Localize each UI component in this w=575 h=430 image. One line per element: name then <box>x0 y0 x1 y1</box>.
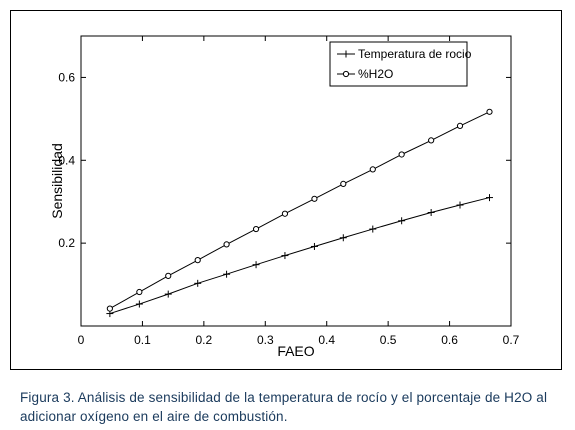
chart: 0 0.1 0.2 0.3 0.4 0.5 0.6 0.7 0.2 0.4 0.6 FAEO Se… <box>49 35 520 359</box>
data-point <box>194 279 202 287</box>
data-point <box>223 270 231 278</box>
x-tick-label: 0.4 <box>318 333 335 347</box>
data-point <box>281 252 289 260</box>
data-point <box>456 201 464 209</box>
data-point <box>136 288 143 296</box>
x-axis: 0 0.1 0.2 0.3 0.4 0.5 0.6 0.7 <box>78 36 520 347</box>
y-tick-label: 0.2 <box>58 236 75 250</box>
data-point <box>398 217 406 225</box>
data-point <box>106 305 113 312</box>
data-point <box>252 225 260 233</box>
data-point <box>340 180 347 187</box>
legend-marker <box>342 50 350 58</box>
data-point <box>486 108 493 115</box>
data-point <box>310 242 318 250</box>
data-point <box>486 194 493 202</box>
y-tick-label: 0.4 <box>58 153 75 167</box>
series-layer <box>106 108 493 318</box>
legend-label: Temperatura de rocio <box>358 47 472 61</box>
x-tick-label: 0.2 <box>196 333 213 347</box>
data-point <box>281 210 289 217</box>
x-tick-label: 0.1 <box>134 333 151 347</box>
legend-marker <box>342 70 350 78</box>
x-tick-label: 0 <box>78 333 85 347</box>
y-axis-title: Sensibilidad <box>49 143 65 219</box>
data-point <box>311 195 318 202</box>
plot-area <box>80 35 512 327</box>
data-point <box>456 122 464 130</box>
data-point <box>369 225 377 233</box>
x-tick-label: 0.5 <box>380 333 397 347</box>
data-point <box>252 261 260 269</box>
x-tick-label: 0.3 <box>257 333 274 347</box>
data-point <box>398 151 405 158</box>
x-tick-label: 0.7 <box>503 333 520 347</box>
figure-frame <box>10 10 562 370</box>
x-axis-title: FAEO <box>277 343 314 359</box>
data-point <box>427 208 435 216</box>
data-point <box>428 137 435 144</box>
y-axis: 0.2 0.4 0.6 <box>58 70 511 250</box>
series-line-2 <box>109 111 490 310</box>
legend: Temperatura de rocio %H2O <box>329 41 472 87</box>
legend-label: %H2O <box>358 67 393 81</box>
data-point <box>223 241 230 248</box>
y-tick-label: 0.6 <box>58 70 75 84</box>
data-point <box>164 290 172 298</box>
data-point <box>165 272 172 279</box>
series-line-1 <box>109 197 490 315</box>
data-point <box>194 257 201 264</box>
data-point <box>369 166 376 173</box>
data-point <box>135 300 143 308</box>
legend-box <box>329 41 468 87</box>
x-tick-label: 0.6 <box>441 333 458 347</box>
figure-caption: Figura 3. Análisis de sensibilidad de la… <box>20 390 548 424</box>
data-point <box>339 234 347 242</box>
